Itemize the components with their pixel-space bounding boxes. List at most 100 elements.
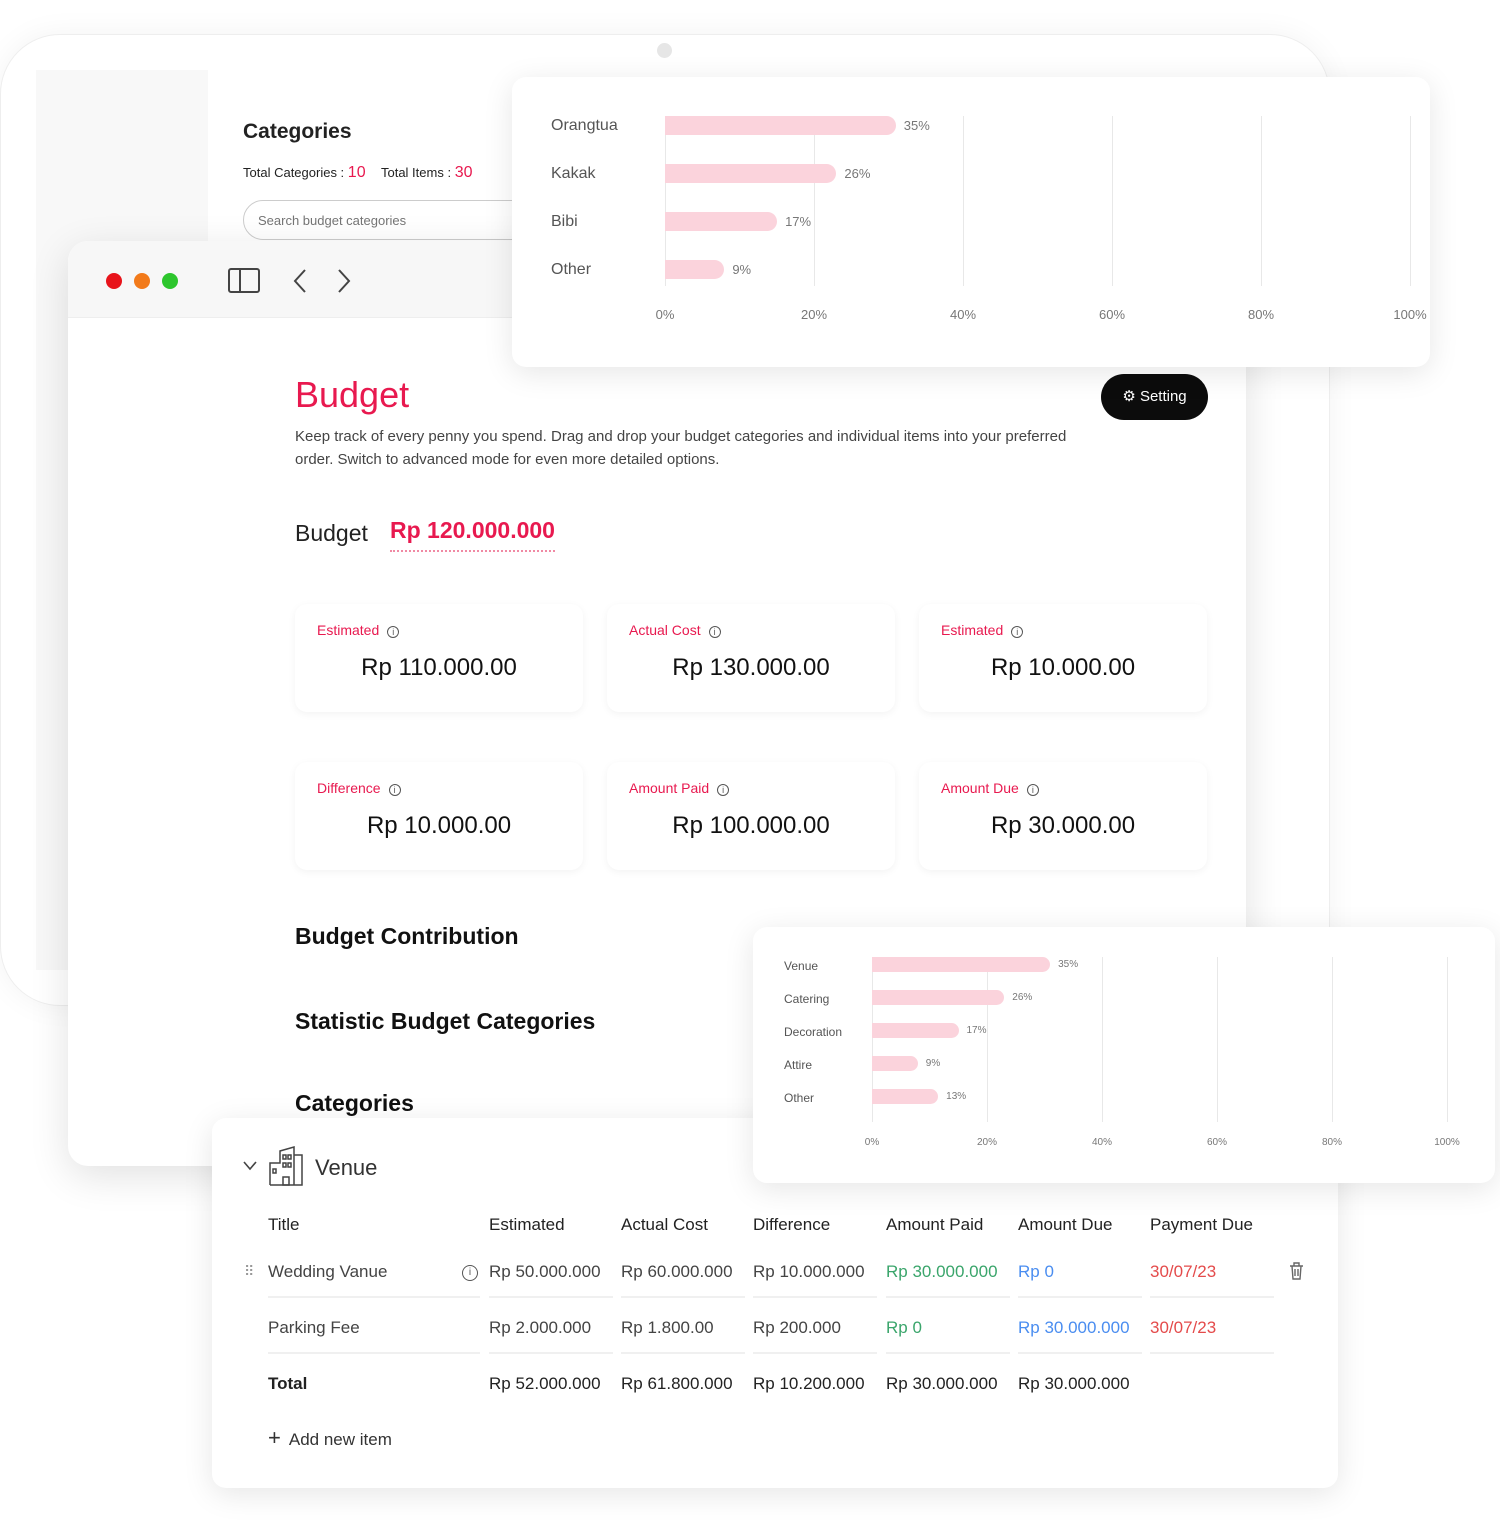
gridline <box>987 957 988 1122</box>
bar[interactable] <box>872 990 1005 1005</box>
stat-label: Estimated i <box>317 622 400 638</box>
bar[interactable] <box>665 212 778 231</box>
column-header: Payment Due <box>1150 1215 1253 1234</box>
category-label: Other <box>551 261 592 278</box>
x-tick-label: 100% <box>1434 1137 1460 1148</box>
setting-label: Setting <box>1139 388 1187 405</box>
stat-value: Rp 10.000.00 <box>990 654 1136 681</box>
row-divider <box>1018 1352 1142 1354</box>
gridline <box>1410 116 1411 286</box>
x-tick-label: 40% <box>1091 1137 1113 1148</box>
table-cell[interactable]: 30/07/23 <box>1150 1318 1217 1337</box>
table-cell[interactable]: Rp 0 <box>886 1318 922 1337</box>
stat-label-text: Estimated <box>941 622 1004 638</box>
row-divider <box>1018 1296 1142 1298</box>
gridline <box>1332 957 1333 1122</box>
info-icon[interactable]: i <box>717 784 730 796</box>
add-item-button[interactable]: + Add new item <box>268 1425 392 1451</box>
total-cell: Rp 10.200.000 <box>753 1374 865 1393</box>
stat-label-text: Amount Due <box>941 780 1019 796</box>
column-header: Amount Paid <box>886 1215 984 1234</box>
data-label: 26% <box>1012 992 1033 1003</box>
info-icon[interactable]: i <box>462 1265 478 1281</box>
data-label: 17% <box>785 214 812 229</box>
plus-icon: + <box>268 1425 281 1450</box>
info-icon[interactable]: i <box>388 784 401 796</box>
bar[interactable] <box>665 116 896 135</box>
bar[interactable] <box>665 164 837 183</box>
stat-value: Rp 110.000.00 <box>361 654 517 681</box>
top-chart-card <box>512 77 1430 367</box>
add-item-label: Add new item <box>288 1430 392 1449</box>
stat-card: Estimated i Rp 110.000.00 <box>295 604 583 712</box>
bar[interactable] <box>872 1089 939 1104</box>
total-categories-label: Total Categories : <box>243 165 345 180</box>
info-icon[interactable]: i <box>1026 784 1039 796</box>
total-cell: Rp 61.800.000 <box>621 1374 733 1393</box>
info-icon[interactable]: i <box>708 626 721 638</box>
stat-label-text: Difference <box>317 780 381 796</box>
section-budget-contribution: Budget Contribution <box>295 923 519 949</box>
stat-label: Amount Paid i <box>629 780 730 796</box>
building-icon <box>269 1146 303 1186</box>
bar[interactable] <box>872 1056 918 1071</box>
categories-title: Categories <box>243 120 352 143</box>
table-cell[interactable]: Rp 10.000.000 <box>753 1262 865 1281</box>
x-tick-label: 80% <box>1321 1137 1343 1148</box>
data-label: 13% <box>946 1091 967 1102</box>
budget-value[interactable]: Rp 120.000.000 <box>390 517 555 552</box>
stat-value: Rp 100.000.00 <box>672 812 830 839</box>
table-cell[interactable]: Wedding Vanue <box>268 1262 388 1281</box>
table-cell[interactable]: Rp 200.000 <box>753 1318 841 1337</box>
minimize-window-button[interactable] <box>134 273 150 289</box>
gridline <box>1102 957 1103 1122</box>
x-tick-label: 100% <box>1393 307 1427 322</box>
x-tick-label: 20% <box>976 1137 998 1148</box>
bar[interactable] <box>872 1023 959 1038</box>
total-cell: Rp 30.000.000 <box>886 1374 998 1393</box>
row-divider <box>753 1352 877 1354</box>
camera-dot <box>657 43 672 58</box>
stat-label-text: Estimated <box>317 622 380 638</box>
table-cell[interactable]: Rp 60.000.000 <box>621 1262 733 1281</box>
category-label: Decoration <box>784 1025 843 1039</box>
table-cell[interactable]: Rp 1.800.00 <box>621 1318 714 1337</box>
table-cell[interactable]: Rp 0 <box>1018 1262 1054 1281</box>
table-cell[interactable]: Rp 30.000.000 <box>1018 1318 1130 1337</box>
gridline <box>1112 116 1113 286</box>
setting-button[interactable]: ⚙ Setting <box>1101 374 1208 420</box>
sidebar-toggle-icon[interactable] <box>228 268 260 294</box>
forward-icon[interactable] <box>336 268 352 294</box>
table-cell[interactable]: Rp 30.000.000 <box>886 1262 998 1281</box>
data-label: 17% <box>966 1025 987 1036</box>
table-cell[interactable]: 30/07/23 <box>1150 1262 1217 1281</box>
table-cell[interactable]: Parking Fee <box>268 1318 360 1337</box>
maximize-window-button[interactable] <box>162 273 178 289</box>
back-icon[interactable] <box>292 268 308 294</box>
stat-card: Amount Paid i Rp 100.000.00 <box>607 762 895 870</box>
category-label: Orangtua <box>551 117 618 134</box>
chevron-down-icon[interactable] <box>242 1160 258 1172</box>
bar[interactable] <box>872 957 1051 972</box>
x-tick-label: 60% <box>1098 307 1126 322</box>
close-window-button[interactable] <box>106 273 122 289</box>
row-divider <box>621 1352 745 1354</box>
search-input[interactable] <box>243 200 543 240</box>
row-divider <box>268 1296 480 1298</box>
drag-handle-icon[interactable]: ⠿ <box>244 1263 255 1279</box>
row-divider <box>753 1296 877 1298</box>
stat-value: Rp 30.000.00 <box>990 812 1136 839</box>
data-label: 35% <box>903 118 930 133</box>
row-divider <box>1150 1296 1274 1298</box>
bar[interactable] <box>665 260 725 279</box>
table-cell[interactable]: Rp 2.000.000 <box>489 1318 592 1337</box>
info-icon[interactable]: i <box>1011 626 1024 638</box>
x-tick-label: 0% <box>655 307 675 322</box>
trash-icon[interactable] <box>1289 1262 1304 1285</box>
category-label: Catering <box>784 992 830 1006</box>
table-cell[interactable]: Rp 50.000.000 <box>489 1262 601 1281</box>
stat-label-text: Actual Cost <box>629 622 701 638</box>
stat-value: Rp 10.000.00 <box>366 812 512 839</box>
x-tick-label: 20% <box>800 307 828 322</box>
info-icon[interactable]: i <box>387 626 400 638</box>
